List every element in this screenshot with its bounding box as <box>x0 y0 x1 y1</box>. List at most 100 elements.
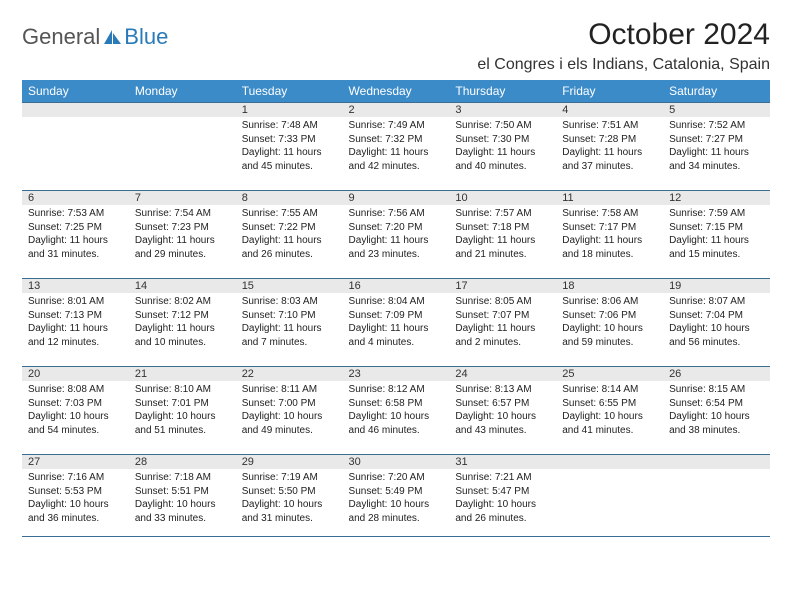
sunrise-line: Sunrise: 8:01 AM <box>28 295 123 309</box>
calendar-day-cell: 1Sunrise: 7:48 AMSunset: 7:33 PMDaylight… <box>236 103 343 191</box>
day-details <box>22 117 129 121</box>
daylight-line: Daylight: 11 hours and 21 minutes. <box>455 234 550 261</box>
day-details: Sunrise: 8:05 AMSunset: 7:07 PMDaylight:… <box>449 293 556 351</box>
day-details: Sunrise: 7:54 AMSunset: 7:23 PMDaylight:… <box>129 205 236 263</box>
calendar-day-cell: 23Sunrise: 8:12 AMSunset: 6:58 PMDayligh… <box>343 367 450 455</box>
sunrise-line: Sunrise: 7:57 AM <box>455 207 550 221</box>
daylight-line: Daylight: 11 hours and 42 minutes. <box>349 146 444 173</box>
day-number: 20 <box>28 368 40 380</box>
day-number-bar: 24 <box>449 367 556 381</box>
day-details: Sunrise: 8:14 AMSunset: 6:55 PMDaylight:… <box>556 381 663 439</box>
calendar-day-cell: 14Sunrise: 8:02 AMSunset: 7:12 PMDayligh… <box>129 279 236 367</box>
day-number-bar: 2 <box>343 103 450 117</box>
day-number-bar: 21 <box>129 367 236 381</box>
day-details: Sunrise: 7:57 AMSunset: 7:18 PMDaylight:… <box>449 205 556 263</box>
day-number: 4 <box>562 104 568 116</box>
calendar-day-cell: 11Sunrise: 7:58 AMSunset: 7:17 PMDayligh… <box>556 191 663 279</box>
day-header: Sunday <box>22 80 129 103</box>
sunset-line: Sunset: 6:57 PM <box>455 397 550 411</box>
sunset-line: Sunset: 7:33 PM <box>242 133 337 147</box>
daylight-line: Daylight: 11 hours and 18 minutes. <box>562 234 657 261</box>
day-number-bar: 3 <box>449 103 556 117</box>
day-number-bar: 27 <box>22 455 129 469</box>
calendar-day-cell: 8Sunrise: 7:55 AMSunset: 7:22 PMDaylight… <box>236 191 343 279</box>
calendar-empty-cell <box>663 455 770 537</box>
daylight-line: Daylight: 11 hours and 29 minutes. <box>135 234 230 261</box>
calendar-empty-cell <box>129 103 236 191</box>
day-header: Wednesday <box>343 80 450 103</box>
day-number: 15 <box>242 280 254 292</box>
calendar-day-cell: 31Sunrise: 7:21 AMSunset: 5:47 PMDayligh… <box>449 455 556 537</box>
day-details: Sunrise: 7:59 AMSunset: 7:15 PMDaylight:… <box>663 205 770 263</box>
daylight-line: Daylight: 10 hours and 43 minutes. <box>455 410 550 437</box>
day-number-bar: 5 <box>663 103 770 117</box>
day-details: Sunrise: 7:56 AMSunset: 7:20 PMDaylight:… <box>343 205 450 263</box>
day-number-bar: 15 <box>236 279 343 293</box>
day-number: 24 <box>455 368 467 380</box>
day-number-bar <box>556 455 663 469</box>
day-number-bar: 7 <box>129 191 236 205</box>
sunrise-line: Sunrise: 8:06 AM <box>562 295 657 309</box>
sunset-line: Sunset: 7:09 PM <box>349 309 444 323</box>
sunrise-line: Sunrise: 7:20 AM <box>349 471 444 485</box>
daylight-line: Daylight: 11 hours and 10 minutes. <box>135 322 230 349</box>
sunset-line: Sunset: 7:18 PM <box>455 221 550 235</box>
sunset-line: Sunset: 7:17 PM <box>562 221 657 235</box>
sunset-line: Sunset: 7:13 PM <box>28 309 123 323</box>
sunset-line: Sunset: 5:49 PM <box>349 485 444 499</box>
sunset-line: Sunset: 7:12 PM <box>135 309 230 323</box>
daylight-line: Daylight: 11 hours and 40 minutes. <box>455 146 550 173</box>
calendar-day-cell: 21Sunrise: 8:10 AMSunset: 7:01 PMDayligh… <box>129 367 236 455</box>
sunrise-line: Sunrise: 7:52 AM <box>669 119 764 133</box>
day-number: 27 <box>28 456 40 468</box>
sunrise-line: Sunrise: 7:18 AM <box>135 471 230 485</box>
daylight-line: Daylight: 10 hours and 41 minutes. <box>562 410 657 437</box>
sunset-line: Sunset: 5:50 PM <box>242 485 337 499</box>
sunset-line: Sunset: 7:01 PM <box>135 397 230 411</box>
day-number-bar: 30 <box>343 455 450 469</box>
daylight-line: Daylight: 10 hours and 31 minutes. <box>242 498 337 525</box>
day-number-bar: 31 <box>449 455 556 469</box>
day-number: 17 <box>455 280 467 292</box>
calendar-week-row: 20Sunrise: 8:08 AMSunset: 7:03 PMDayligh… <box>22 367 770 455</box>
calendar-day-cell: 12Sunrise: 7:59 AMSunset: 7:15 PMDayligh… <box>663 191 770 279</box>
day-number-bar: 20 <box>22 367 129 381</box>
calendar-empty-cell <box>556 455 663 537</box>
day-number: 31 <box>455 456 467 468</box>
sunrise-line: Sunrise: 8:15 AM <box>669 383 764 397</box>
day-details: Sunrise: 8:01 AMSunset: 7:13 PMDaylight:… <box>22 293 129 351</box>
day-header: Friday <box>556 80 663 103</box>
sunset-line: Sunset: 7:04 PM <box>669 309 764 323</box>
sunrise-line: Sunrise: 8:04 AM <box>349 295 444 309</box>
calendar-day-cell: 4Sunrise: 7:51 AMSunset: 7:28 PMDaylight… <box>556 103 663 191</box>
daylight-line: Daylight: 11 hours and 23 minutes. <box>349 234 444 261</box>
day-details <box>556 469 663 473</box>
day-number-bar: 18 <box>556 279 663 293</box>
daylight-line: Daylight: 10 hours and 54 minutes. <box>28 410 123 437</box>
sunrise-line: Sunrise: 7:16 AM <box>28 471 123 485</box>
day-number: 1 <box>242 104 248 116</box>
calendar-day-cell: 2Sunrise: 7:49 AMSunset: 7:32 PMDaylight… <box>343 103 450 191</box>
sunset-line: Sunset: 7:27 PM <box>669 133 764 147</box>
calendar-table: SundayMondayTuesdayWednesdayThursdayFrid… <box>22 80 770 537</box>
day-number-bar <box>663 455 770 469</box>
sunrise-line: Sunrise: 7:55 AM <box>242 207 337 221</box>
sunset-line: Sunset: 7:20 PM <box>349 221 444 235</box>
brand-logo: General Blue <box>22 18 168 50</box>
calendar-day-cell: 13Sunrise: 8:01 AMSunset: 7:13 PMDayligh… <box>22 279 129 367</box>
header-bar: General Blue October 2024 el Congres i e… <box>22 18 770 74</box>
day-number-bar: 26 <box>663 367 770 381</box>
daylight-line: Daylight: 11 hours and 26 minutes. <box>242 234 337 261</box>
daylight-line: Daylight: 10 hours and 36 minutes. <box>28 498 123 525</box>
day-details: Sunrise: 7:49 AMSunset: 7:32 PMDaylight:… <box>343 117 450 175</box>
calendar-day-cell: 26Sunrise: 8:15 AMSunset: 6:54 PMDayligh… <box>663 367 770 455</box>
day-number: 2 <box>349 104 355 116</box>
day-details: Sunrise: 8:12 AMSunset: 6:58 PMDaylight:… <box>343 381 450 439</box>
location-subtitle: el Congres i els Indians, Catalonia, Spa… <box>477 56 770 74</box>
day-number: 30 <box>349 456 361 468</box>
daylight-line: Daylight: 11 hours and 4 minutes. <box>349 322 444 349</box>
day-number-bar: 14 <box>129 279 236 293</box>
daylight-line: Daylight: 11 hours and 31 minutes. <box>28 234 123 261</box>
daylight-line: Daylight: 11 hours and 45 minutes. <box>242 146 337 173</box>
day-details <box>663 469 770 473</box>
